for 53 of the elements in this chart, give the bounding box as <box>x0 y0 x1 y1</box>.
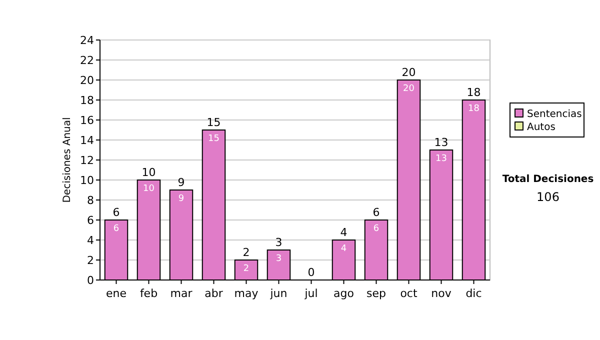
y-tick-label: 0 <box>87 274 94 287</box>
y-tick-label: 18 <box>80 94 94 107</box>
x-tick-label: sep <box>366 287 386 300</box>
total-label: 15 <box>206 116 221 129</box>
x-tick-label: feb <box>140 287 158 300</box>
total-label: 2 <box>242 246 250 259</box>
total-label: 4 <box>340 226 348 239</box>
data-label: 2 <box>243 264 250 274</box>
total-label: 6 <box>112 206 120 219</box>
y-tick-label: 14 <box>80 134 94 147</box>
x-tick-label: ene <box>106 287 127 300</box>
data-label: 15 <box>208 134 220 144</box>
data-label: 6 <box>113 224 120 234</box>
data-label: 3 <box>276 254 282 264</box>
y-tick-label: 24 <box>80 34 94 47</box>
x-tick-label: ago <box>334 287 354 300</box>
data-label: 18 <box>468 104 480 114</box>
y-tick-label: 22 <box>80 54 94 67</box>
total-label: 10 <box>142 166 156 179</box>
total-label: 18 <box>466 86 481 99</box>
data-label: 9 <box>178 194 184 204</box>
x-tick-label: jul <box>304 287 318 300</box>
y-axis-title: Decisiones Anual <box>62 117 73 203</box>
data-label: 6 <box>373 224 380 234</box>
total-label: 20 <box>402 66 416 79</box>
data-label: 20 <box>403 84 415 94</box>
text: 106 <box>536 190 560 204</box>
text: Total Decisiones <box>502 174 594 185</box>
legend-label: Sentencias <box>527 109 582 120</box>
y-tick-label: 2 <box>87 254 94 267</box>
total-label: 0 <box>308 266 315 279</box>
total-label: 6 <box>372 206 380 219</box>
y-tick-label: 8 <box>87 194 94 207</box>
x-tick-label: may <box>234 287 259 300</box>
x-tick-label: jun <box>269 287 288 300</box>
data-label: 13 <box>436 154 447 164</box>
total-label: 9 <box>178 176 185 189</box>
data-label: 4 <box>340 244 347 254</box>
data-label: 10 <box>143 184 155 194</box>
y-tick-label: 16 <box>80 114 94 127</box>
x-tick-label: mar <box>170 287 193 300</box>
legend-label: Autos <box>527 122 556 133</box>
y-tick-label: 6 <box>87 214 94 227</box>
x-tick-label: oct <box>400 287 418 300</box>
y-tick-label: 12 <box>80 154 94 167</box>
x-tick-label: abr <box>204 287 224 300</box>
y-tick-label: 10 <box>80 174 94 187</box>
x-tick-label: nov <box>431 287 452 300</box>
total-label: 13 <box>434 136 448 149</box>
y-tick-label: 20 <box>80 74 94 87</box>
y-tick-label: 4 <box>87 234 94 247</box>
total-label: 3 <box>275 236 282 249</box>
x-tick-label: dic <box>466 287 482 300</box>
